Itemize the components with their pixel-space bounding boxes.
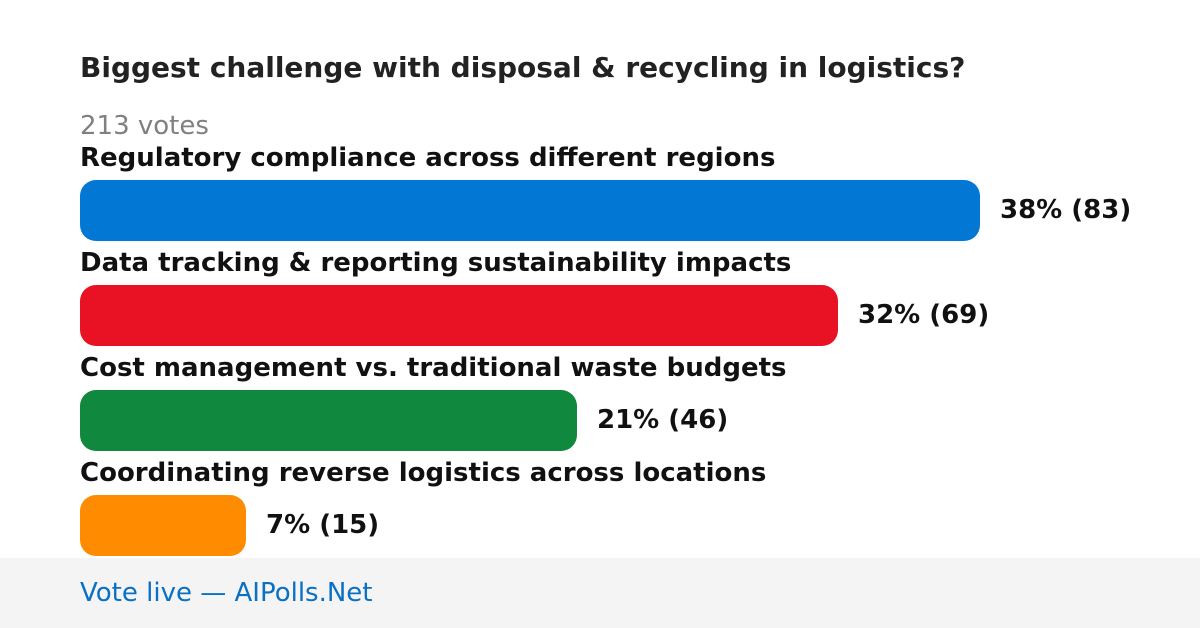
- result-value-reverse-logistics: 7% (15): [266, 510, 380, 540]
- result-value-cost-management: 21% (46): [597, 405, 729, 435]
- vote-count: 213 votes: [80, 111, 209, 141]
- result-bar-reverse-logistics: [80, 495, 246, 556]
- result-bar-cost-management: [80, 390, 577, 451]
- result-value-regulatory-compliance: 38% (83): [1000, 195, 1132, 225]
- vote-live-link[interactable]: Vote live — AIPolls.Net: [80, 578, 373, 608]
- option-label-reverse-logistics: Coordinating reverse logistics across lo…: [80, 458, 767, 488]
- option-label-cost-management: Cost management vs. traditional waste bu…: [80, 353, 787, 383]
- footer-bar: Vote live — AIPolls.Net: [0, 558, 1200, 628]
- option-label-data-tracking: Data tracking & reporting sustainability…: [80, 248, 792, 278]
- poll-title: Biggest challenge with disposal & recycl…: [80, 51, 966, 84]
- result-value-data-tracking: 32% (69): [858, 300, 990, 330]
- result-bar-regulatory-compliance: [80, 180, 980, 241]
- result-bar-data-tracking: [80, 285, 838, 346]
- option-label-regulatory-compliance: Regulatory compliance across different r…: [80, 143, 776, 173]
